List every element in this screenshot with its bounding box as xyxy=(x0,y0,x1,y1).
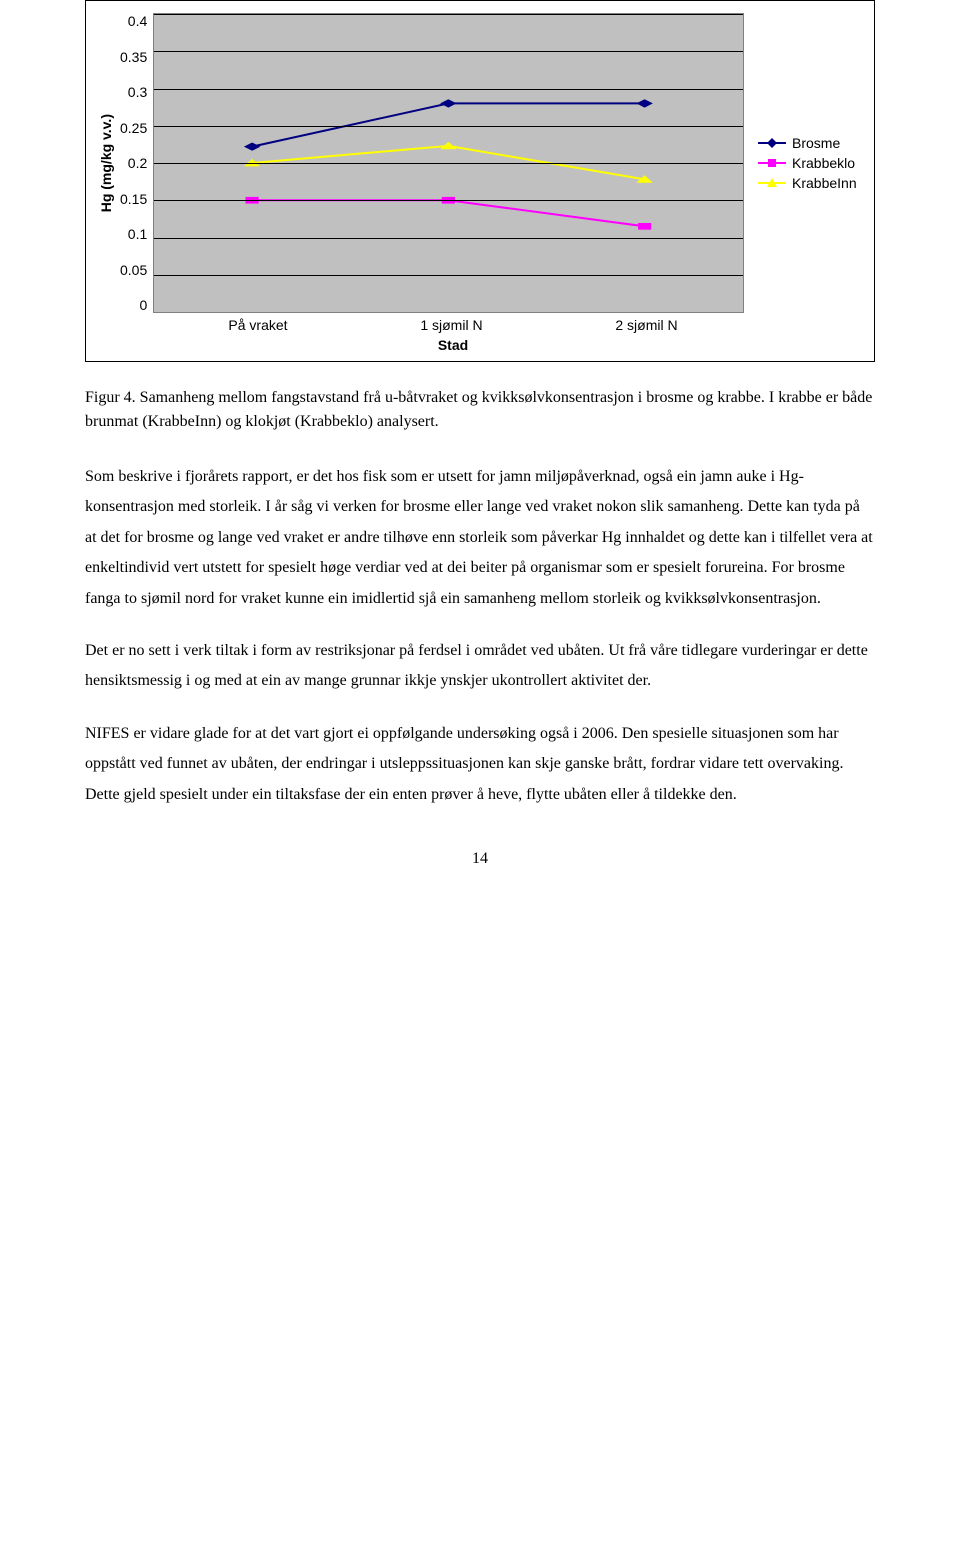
chart-body: Hg (mg/kg v.v.) 0.4 0.35 0.3 0.25 0.2 0.… xyxy=(96,13,864,313)
x-axis: På vraket 1 sjømil N 2 sjømil N xyxy=(96,313,864,333)
body-paragraph: Som beskrive i fjorårets rapport, er det… xyxy=(85,462,875,614)
body-paragraph: NIFES er vidare glade for at det vart gj… xyxy=(85,719,875,810)
x-tick: På vraket xyxy=(228,317,287,333)
legend-swatch-icon xyxy=(758,176,786,190)
x-tick: 2 sjømil N xyxy=(615,317,677,333)
legend-item-krabbeklo: Krabbeklo xyxy=(758,155,864,171)
legend-label: Brosme xyxy=(792,135,840,151)
page-number: 14 xyxy=(85,850,875,868)
legend-label: Krabbeklo xyxy=(792,155,855,171)
y-tick: 0.3 xyxy=(120,84,147,100)
x-tick: 1 sjømil N xyxy=(420,317,482,333)
chart-plot-area xyxy=(153,13,744,313)
legend-item-brosme: Brosme xyxy=(758,135,864,151)
y-tick: 0.25 xyxy=(120,120,147,136)
y-tick: 0.35 xyxy=(120,49,147,65)
legend-swatch-icon xyxy=(758,156,786,170)
x-axis-title: Stad xyxy=(162,333,744,353)
legend-label: KrabbeInn xyxy=(792,175,857,191)
x-ticks: På vraket 1 sjømil N 2 sjømil N xyxy=(162,313,744,333)
y-tick: 0.4 xyxy=(120,13,147,29)
y-tick: 0.2 xyxy=(120,155,147,171)
y-tick: 0.05 xyxy=(120,262,147,278)
y-tick: 0.15 xyxy=(120,191,147,207)
hg-chart: Hg (mg/kg v.v.) 0.4 0.35 0.3 0.25 0.2 0.… xyxy=(85,0,875,362)
legend-item-krabbeinn: KrabbeInn xyxy=(758,175,864,191)
body-paragraph: Det er no sett i verk tiltak i form av r… xyxy=(85,636,875,697)
y-tick: 0 xyxy=(120,297,147,313)
figure-caption: Figur 4. Samanheng mellom fangstavstand … xyxy=(85,386,875,434)
chart-legend: Brosme Krabbeklo KrabbeInn xyxy=(744,13,864,313)
y-ticks: 0.4 0.35 0.3 0.25 0.2 0.15 0.1 0.05 0 xyxy=(116,13,153,313)
y-axis-label: Hg (mg/kg v.v.) xyxy=(96,114,116,212)
y-tick: 0.1 xyxy=(120,226,147,242)
legend-swatch-icon xyxy=(758,136,786,150)
